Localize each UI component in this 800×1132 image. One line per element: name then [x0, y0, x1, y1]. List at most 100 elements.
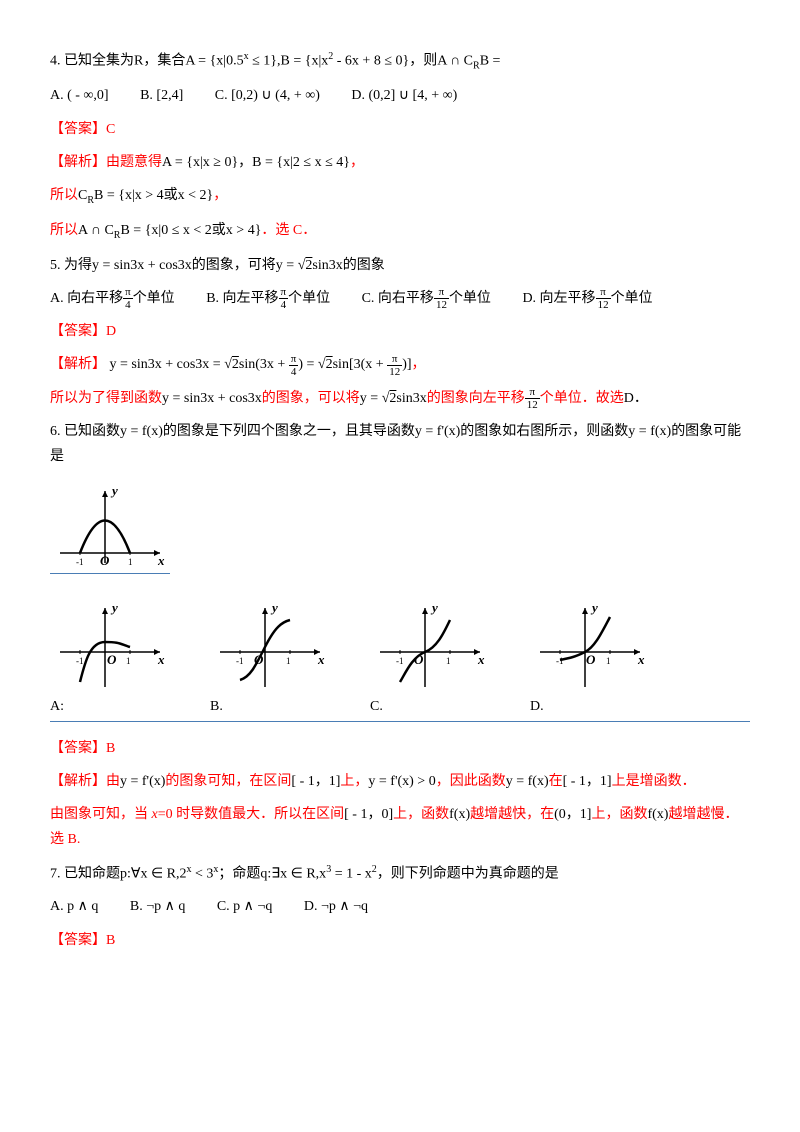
deriv-svg: y x O -1 1 [50, 483, 170, 573]
q6-e2d: [ - 1，0] [344, 807, 393, 822]
q5d1: D. 向左平移 [522, 291, 595, 306]
q6-graph-a: y x O -1 1 A: [50, 602, 170, 719]
q5b-n: π [279, 286, 289, 299]
q4-subr: R [473, 60, 480, 71]
q5-opt-c: C. 向右平移π12个单位 [362, 286, 491, 311]
q5-e1fn: π [289, 353, 299, 366]
q4-opt-c: C. [0,2) ∪ (4, + ∞) [215, 83, 320, 108]
q6-e1i: 在 [549, 774, 563, 789]
q7-t7: ，则下列命题中为真命题的是 [377, 866, 559, 881]
q4-options: A. ( - ∞,0] B. [2,4] C. [0,2) ∪ (4, + ∞)… [50, 83, 750, 108]
q5-e2fd: 12 [525, 399, 540, 411]
svg-text:O: O [586, 652, 596, 667]
q5-options: A. 向右平移π4个单位 B. 向左平移π4个单位 C. 向右平移π12个单位 … [50, 286, 750, 311]
q5-t6: 的图象 [343, 258, 385, 273]
svg-text:O: O [100, 553, 110, 568]
svg-text:y: y [110, 483, 118, 498]
q5-t1: 为得 [64, 258, 92, 273]
q6-num: 6. [50, 424, 61, 439]
q4-e3a: 所以 [50, 223, 78, 238]
q7-num: 7. [50, 866, 61, 881]
q6-e2a: 由图象可知，当 [50, 807, 152, 822]
q4-answer: 【答案】C [50, 117, 750, 142]
q6-e1k: 上是增函数． [612, 774, 696, 789]
q4-exp2: 所以CRB = {x|x > 4或x < 2}， [50, 183, 750, 210]
q6-e1g: ，因此函数 [436, 774, 506, 789]
q6-graph-b: y x O -1 1 B. [210, 602, 330, 719]
q4-e3c: B = {x|0 ≤ x < 2或x > 4} [120, 223, 261, 238]
q5c1: C. 向右平移 [362, 291, 434, 306]
q7-opt-a: A. p ∧ q [50, 894, 98, 919]
q6-exp1: 【解析】由y = f'(x)的图象可知，在区间[ - 1，1]上，y = f'(… [50, 769, 750, 794]
svg-text:-1: -1 [396, 656, 404, 666]
q7-t3: < 3 [192, 866, 214, 881]
q7-t6: = 1 - x [331, 866, 372, 881]
svg-text:O: O [254, 652, 264, 667]
q5c-d: 12 [434, 299, 449, 311]
q4-exp1: 【解析】由题意得A = {x|x ≥ 0}，B = {x|2 ≤ x ≤ 4}， [50, 150, 750, 175]
svg-text:1: 1 [606, 656, 611, 666]
q5-e2b: y = sin3x + cos3x [162, 391, 262, 406]
q6-e2c: =0 时导数值最大．所以在区间 [158, 807, 344, 822]
svg-text:-1: -1 [76, 557, 84, 567]
q6-ld: D. [530, 694, 650, 719]
q6-t6: y = f(x) [628, 424, 671, 439]
q4-t2: ≤ 1},B = {x|x [249, 54, 329, 69]
q6-stem: 6. 已知函数y = f(x)的图象是下列四个图象之一，且其导函数y = f'(… [50, 419, 750, 469]
q6-e2f: f(x) [449, 807, 470, 822]
q6-e1b: y = f'(x) [120, 774, 165, 789]
svg-text:-1: -1 [236, 656, 244, 666]
q4-e1c: A = {x|x ≥ 0}，B = {x|2 ≤ x ≤ 4} [162, 155, 350, 170]
q7-opt-b: B. ¬p ∧ q [130, 894, 185, 919]
svg-text:x: x [317, 652, 325, 667]
q7-stem: 7. 已知命题p:∀x ∈ R,2x < 3x；命题q:∃x ∈ R,x3 = … [50, 861, 750, 887]
q4-e3b: A ∩ C [78, 223, 114, 238]
q6-graph-d: y x O -1 1 D. [530, 602, 650, 719]
q5-e1fn2: π [387, 353, 402, 366]
svg-text:O: O [414, 652, 424, 667]
q6-e2e: 上，函数 [393, 807, 449, 822]
q4-e1d: ， [350, 155, 364, 170]
q5-e2a: 所以为了得到函数 [50, 391, 162, 406]
q5-e1s2: 2 [326, 357, 333, 372]
q5-e2c: 的图象，可以将 [262, 391, 360, 406]
q5d2: 个单位 [611, 291, 653, 306]
q6-lb: B. [210, 694, 330, 719]
q7-answer: 【答案】B [50, 928, 750, 953]
q6-e2h: (0，1] [554, 807, 591, 822]
q5-e1f: ， [412, 357, 426, 372]
q5d-n: π [596, 286, 611, 299]
q6-e2i: 上，函数 [591, 807, 647, 822]
q4-e2c: B = {x|x > 4或x < 2} [94, 188, 213, 203]
q5-e1: 【解析】 [50, 357, 106, 372]
q5-opt-b: B. 向左平移π4个单位 [206, 286, 330, 311]
q5-e2f: 的图象向左平移 [427, 391, 525, 406]
q5b1: B. 向左平移 [206, 291, 278, 306]
svg-text:1: 1 [126, 656, 131, 666]
q6-exp2: 由图象可知，当 x=0 时导数值最大．所以在区间[ - 1，0]上，函数f(x)… [50, 802, 750, 852]
q5-e1fd2: 12 [387, 366, 402, 378]
svg-text:y: y [110, 602, 118, 615]
svg-text:1: 1 [286, 656, 291, 666]
svg-text:1: 1 [446, 656, 451, 666]
q6-e1a: 【解析】由 [50, 774, 120, 789]
q4-e2a: 所以 [50, 188, 78, 203]
q6-e1f: y = f'(x) > 0 [368, 774, 435, 789]
svg-text:x: x [637, 652, 645, 667]
q4-e2sr: R [87, 195, 94, 206]
q4-e2d: ， [213, 188, 227, 203]
q6-t5: 的图象如右图所示，则函数 [460, 424, 628, 439]
q7-t5: q:∃x ∈ R,x [260, 866, 326, 881]
q5a-d: 4 [123, 299, 133, 311]
q5c-n: π [434, 286, 449, 299]
q4-opt-b: B. [2,4] [140, 83, 183, 108]
q6-e2g: 越增越快，在 [470, 807, 554, 822]
q5-stem: 5. 为得y = sin3x + cos3x的图象，可将y = √2sin3x的… [50, 253, 750, 278]
q6-graph-c: y x O -1 1 C. [370, 602, 490, 719]
q5b2: 个单位 [288, 291, 330, 306]
q5-t5: sin3x [312, 258, 342, 273]
q6-e1e: 上， [340, 774, 368, 789]
svg-text:x: x [477, 652, 485, 667]
q4-opt-d: D. (0,2] ∪ [4, + ∞) [351, 83, 457, 108]
q6-t1: 已知函数 [64, 424, 120, 439]
